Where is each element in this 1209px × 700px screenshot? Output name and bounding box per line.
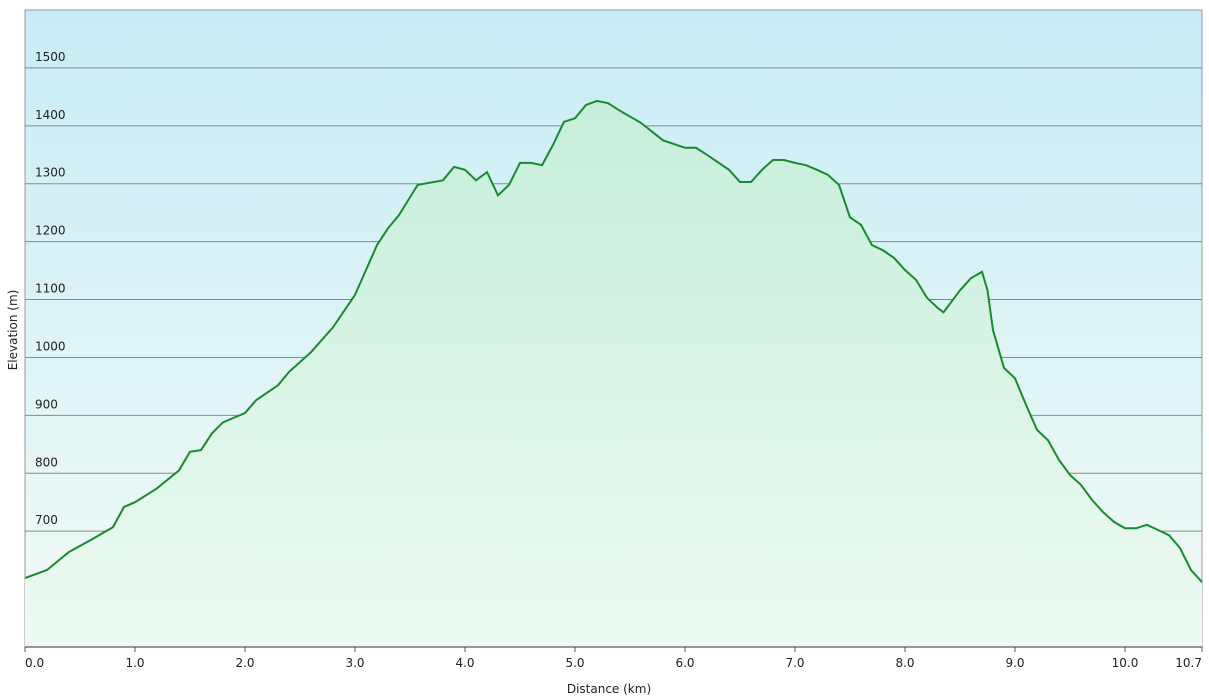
x-tick-label: 6.0	[675, 656, 694, 670]
x-tick-label: 0.0	[25, 656, 44, 670]
y-tick-label: 1500	[35, 50, 66, 64]
y-tick-label: 1200	[35, 224, 66, 238]
y-tick-label: 1400	[35, 108, 66, 122]
x-tick-label: 7.0	[785, 656, 804, 670]
y-tick-label: 800	[35, 455, 58, 469]
x-tick-label: 9.0	[1005, 656, 1024, 670]
x-tick-label: 10.7	[1175, 656, 1202, 670]
y-tick-label: 700	[35, 513, 58, 527]
x-tick-label: 5.0	[565, 656, 584, 670]
x-tick-label: 1.0	[125, 656, 144, 670]
x-tick-label: 3.0	[345, 656, 364, 670]
area-fill	[25, 100, 1202, 647]
x-axis-label: Distance (km)	[567, 682, 651, 696]
x-tick-label: 10.0	[1112, 656, 1139, 670]
x-tick-label: 4.0	[455, 656, 474, 670]
elevation-line	[24, 99, 1203, 583]
y-tick-label: 1300	[35, 166, 66, 180]
y-axis-label: Elevation (m)	[6, 290, 20, 371]
x-tick-label: 8.0	[895, 656, 914, 670]
y-tick-label: 1100	[35, 282, 66, 296]
x-tick-label: 2.0	[235, 656, 254, 670]
y-tick-label: 900	[35, 397, 58, 411]
y-tick-label: 1000	[35, 339, 66, 353]
